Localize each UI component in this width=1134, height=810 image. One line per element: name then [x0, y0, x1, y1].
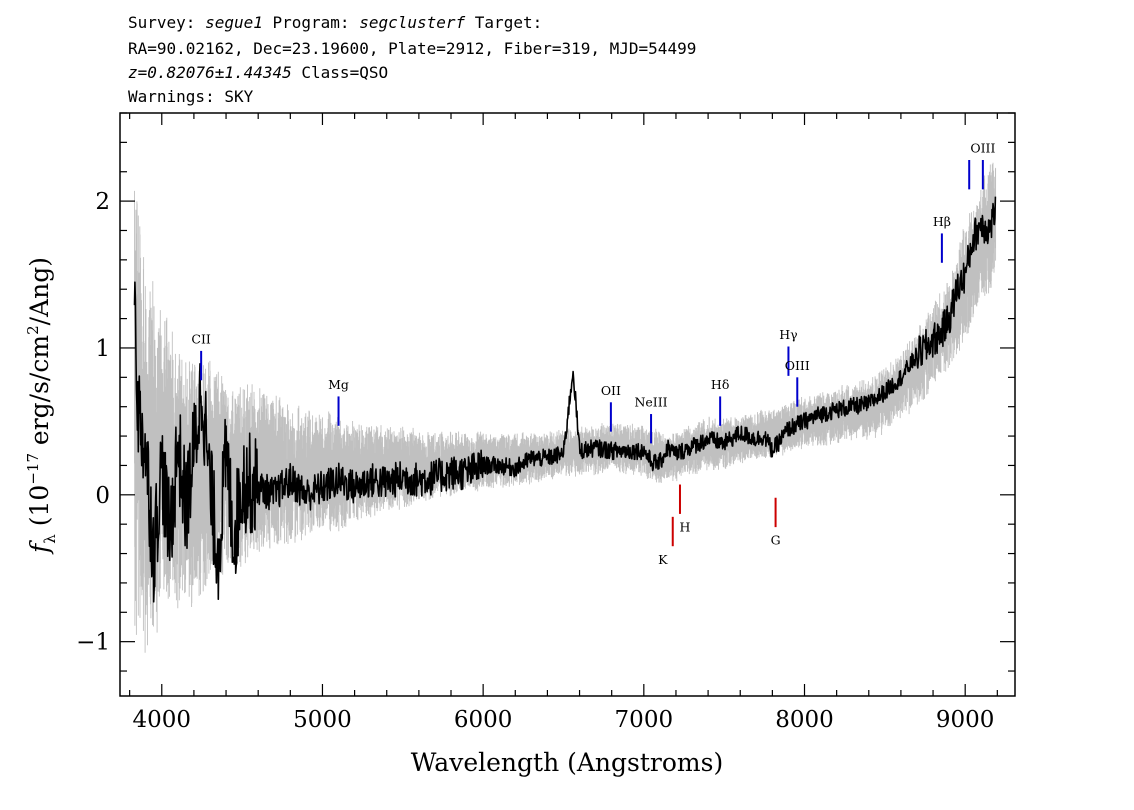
header-line-2: RA=90.02162, Dec=23.19600, Plate=2912, F… — [128, 39, 697, 58]
class-value: Class=QSO — [291, 63, 389, 82]
emission-line-label: CII — [191, 332, 211, 347]
emission-line-label: NeIII — [634, 395, 667, 410]
y-tick-label: −1 — [76, 630, 110, 656]
emission-line-label: OIII — [970, 141, 995, 156]
y-tick-label: 0 — [95, 483, 110, 509]
x-tick-label: 5000 — [293, 707, 352, 733]
emission-line-label: Hδ — [711, 377, 729, 392]
y-axis-label: fλ (10−17 erg/s/cm2/Ang) — [24, 257, 59, 555]
x-tick-label: 9000 — [936, 707, 995, 733]
emission-line-label: OII — [601, 383, 621, 398]
x-tick-label: 6000 — [454, 707, 513, 733]
program-value: segclusterf — [359, 13, 466, 32]
x-tick-label: 4000 — [133, 707, 192, 733]
axis-ticks: 4000 5000 6000 7000 8000 9000 −1 0 1 2 — [76, 112, 1015, 733]
header-line-4: Warnings: SKY — [128, 87, 254, 106]
emission-line-label: Hγ — [779, 327, 797, 342]
absorption-line-label: K — [658, 552, 668, 567]
emission-line-label: OIII — [785, 358, 810, 373]
absorption-line-label: G — [771, 533, 781, 548]
y-tick-label: 2 — [95, 189, 110, 215]
x-axis-label: Wavelength (Angstroms) — [411, 748, 723, 777]
survey-value: segue1 — [205, 13, 263, 32]
plot-content: CII Mg OII NeIII Hδ Hγ OIII Hβ OIII K H G — [133, 141, 997, 653]
emission-line-label: Hβ — [933, 214, 951, 229]
header-line-1: Survey: segue1 Program: segclusterf Targ… — [128, 13, 543, 32]
x-tick-label: 7000 — [615, 707, 674, 733]
emission-line-label: Mg — [328, 377, 349, 392]
y-tick-label: 1 — [95, 336, 110, 362]
header-line-3: z=0.82076±1.44345 Class=QSO — [128, 62, 388, 83]
plot-frame — [119, 112, 1016, 697]
absorption-line-label: H — [680, 520, 691, 535]
redshift-value: z=0.82076±1.44345 — [128, 63, 292, 82]
flux-line — [133, 196, 997, 603]
x-tick-label: 8000 — [775, 707, 834, 733]
